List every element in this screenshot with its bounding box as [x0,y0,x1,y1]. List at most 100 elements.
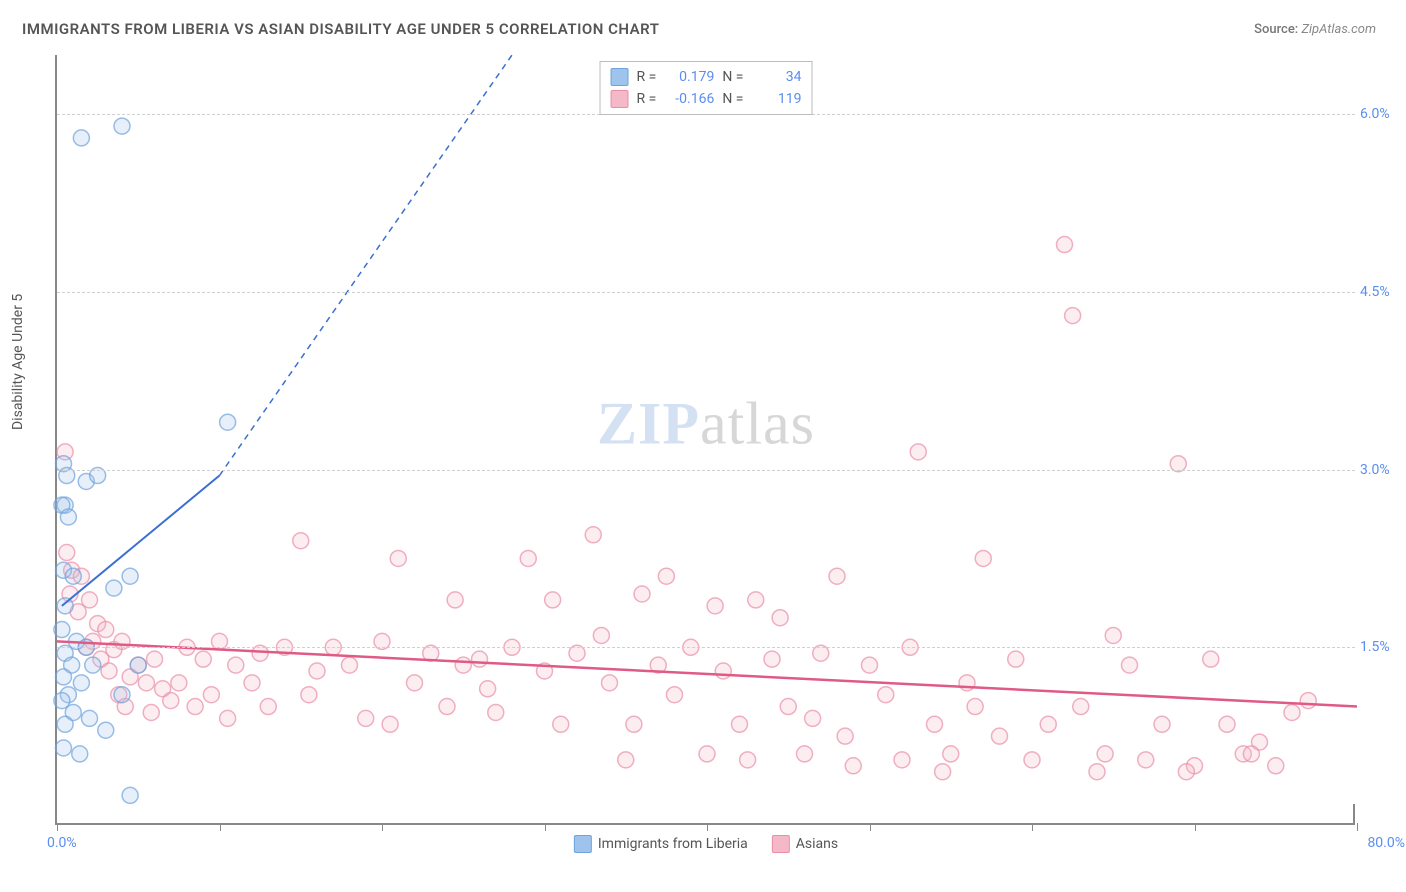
scatter-point [73,675,89,691]
scatter-point [293,533,309,549]
scatter-point [101,663,117,679]
scatter-point [1122,657,1138,673]
y-tick-label: 6.0% [1360,106,1406,122]
chart-title: IMMIGRANTS FROM LIBERIA VS ASIAN DISABIL… [22,20,659,38]
scatter-point [732,716,748,732]
scatter-point [59,545,75,561]
scatter-point [106,580,122,596]
scatter-point [772,610,788,626]
legend-item-0: Immigrants from Liberia [574,835,748,853]
scatter-point [1300,693,1316,709]
scatter-point [72,746,88,762]
scatter-point [520,550,536,566]
scatter-point [73,130,89,146]
scatter-point [203,687,219,703]
r-value-1: -0.166 [664,91,714,107]
gridline-h [57,647,1355,648]
x-tick [545,823,546,831]
r-label: R = [637,91,657,107]
scatter-point [187,699,203,715]
scatter-point [967,699,983,715]
scatter-point [910,444,926,460]
scatter-svg [57,55,1355,823]
scatter-point [171,675,187,691]
source-label: Source: [1254,22,1298,37]
swatch-series-1 [611,90,629,108]
swatch-bottom-1 [772,835,790,853]
scatter-point [658,568,674,584]
scatter-point [244,675,260,691]
scatter-point [894,752,910,768]
scatter-point [390,550,406,566]
x-axis-max-label: 80.0% [1367,835,1405,851]
scatter-point [992,728,1008,744]
regression-line-asians [57,641,1357,706]
scatter-point [65,568,81,584]
x-tick [1357,823,1358,831]
scatter-point [975,550,991,566]
x-tick [870,823,871,831]
scatter-point [1097,746,1113,762]
scatter-point [715,663,731,679]
scatter-point [143,704,159,720]
scatter-point [1057,237,1073,253]
n-value-0: 34 [751,69,801,85]
scatter-point [260,699,276,715]
swatch-series-0 [611,68,629,86]
scatter-point [618,752,634,768]
n-value-1: 119 [751,91,801,107]
scatter-point [862,657,878,673]
scatter-point [748,592,764,608]
scatter-point [1105,627,1121,643]
scatter-point [667,687,683,703]
scatter-point [927,716,943,732]
scatter-point [602,675,618,691]
n-label: N = [722,69,743,85]
scatter-point [228,657,244,673]
scatter-point [301,687,317,703]
scatter-point [220,414,236,430]
scatter-point [1073,699,1089,715]
scatter-point [407,675,423,691]
legend-row-series-1: R = -0.166 N = 119 [611,88,802,110]
scatter-point [740,752,756,768]
scatter-point [114,118,130,134]
legend-item-1: Asians [772,835,838,853]
x-tick [1032,823,1033,831]
scatter-point [1178,764,1194,780]
legend-label-1: Asians [796,836,838,852]
scatter-point [488,704,504,720]
scatter-point [342,657,358,673]
scatter-point [634,586,650,602]
scatter-point [707,598,723,614]
r-label: R = [637,69,657,85]
scatter-point [195,651,211,667]
scatter-point [1284,704,1300,720]
scatter-point [1008,651,1024,667]
scatter-point [1154,716,1170,732]
scatter-point [358,710,374,726]
scatter-point [130,657,146,673]
scatter-point [98,722,114,738]
scatter-point [138,675,154,691]
scatter-point [585,527,601,543]
r-value-0: 0.179 [664,69,714,85]
scatter-point [829,568,845,584]
legend-bottom: Immigrants from Liberia Asians [574,835,838,853]
source-attribution: Source: ZipAtlas.com [1254,22,1376,37]
x-tick [57,823,58,831]
regression-line-liberia-dashed [220,55,513,476]
scatter-point [122,568,138,584]
source-value: ZipAtlas.com [1301,22,1376,37]
scatter-point [98,622,114,638]
scatter-point [1024,752,1040,768]
plot-area: ZIPatlas R = 0.179 N = 34 R = -0.166 N =… [55,55,1355,825]
n-label: N = [722,91,743,107]
scatter-point [382,716,398,732]
scatter-point [114,687,130,703]
y-tick-label: 4.5% [1360,284,1406,300]
scatter-point [797,746,813,762]
gridline-h [57,470,1355,471]
scatter-point [163,693,179,709]
scatter-point [85,657,101,673]
